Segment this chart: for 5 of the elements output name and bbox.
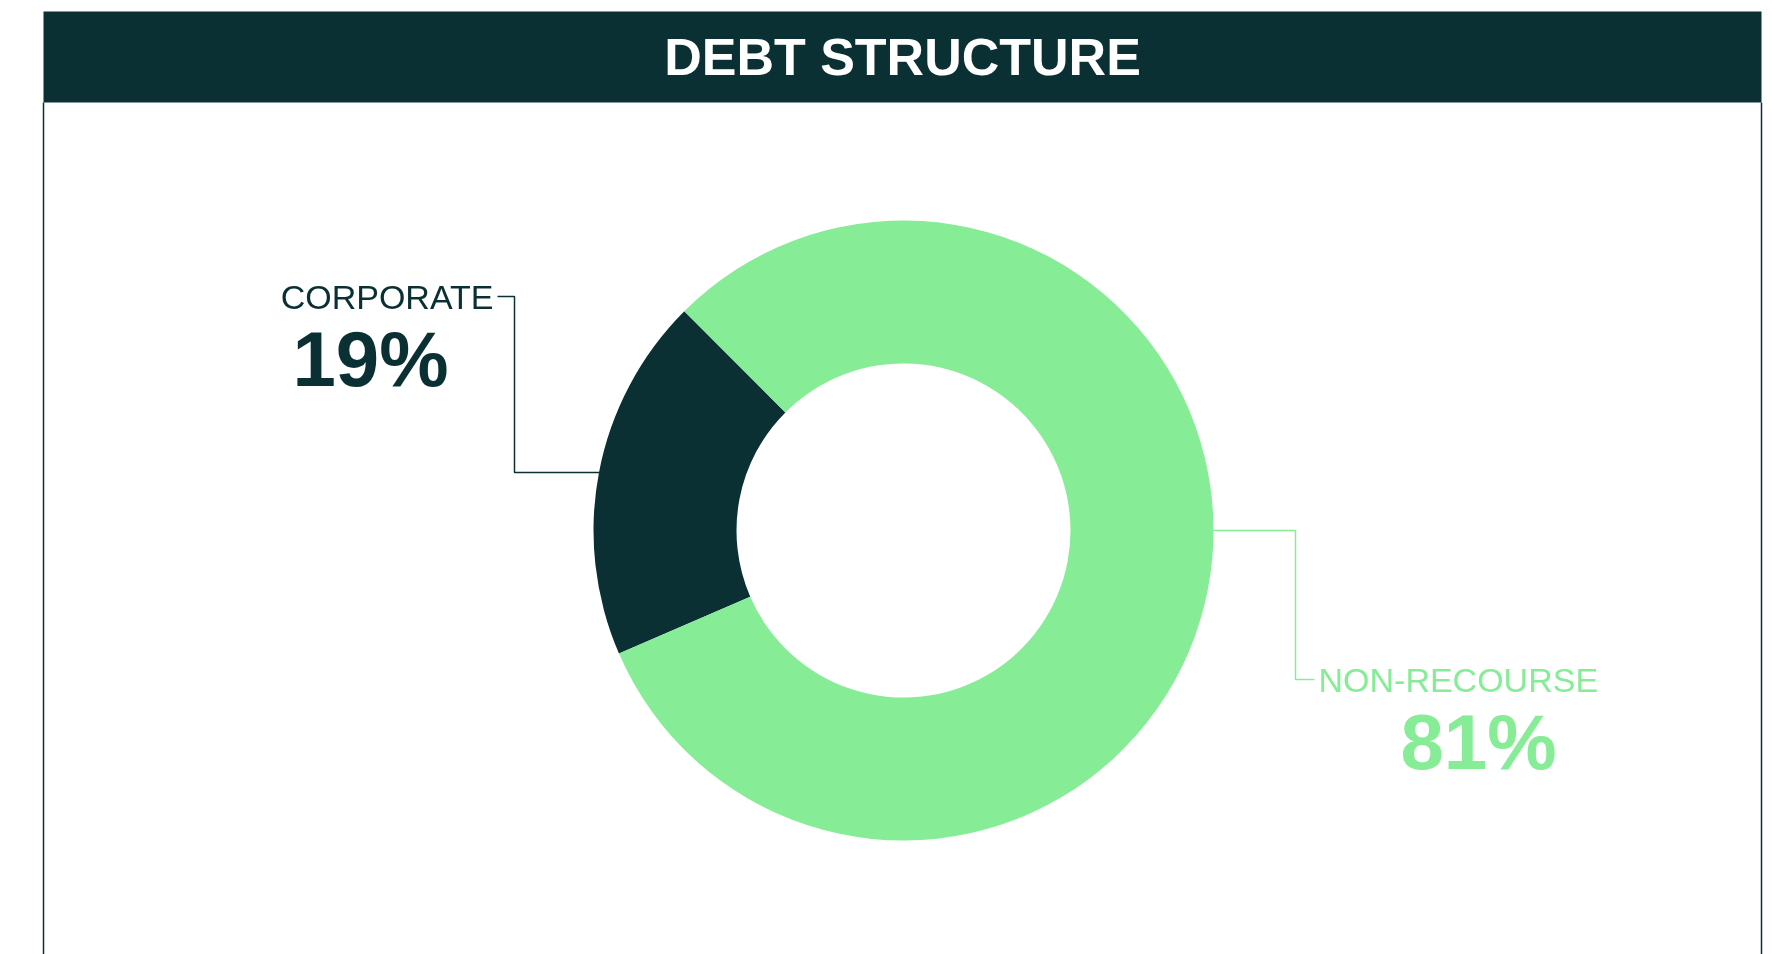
chart-title: DEBT STRUCTURE: [664, 27, 1141, 86]
slice-label: CORPORATE: [280, 277, 494, 316]
slice-label: NON-RECOURSE: [1318, 660, 1599, 699]
data-label: 81%: [1400, 697, 1557, 786]
data-label: 19%: [292, 314, 449, 403]
